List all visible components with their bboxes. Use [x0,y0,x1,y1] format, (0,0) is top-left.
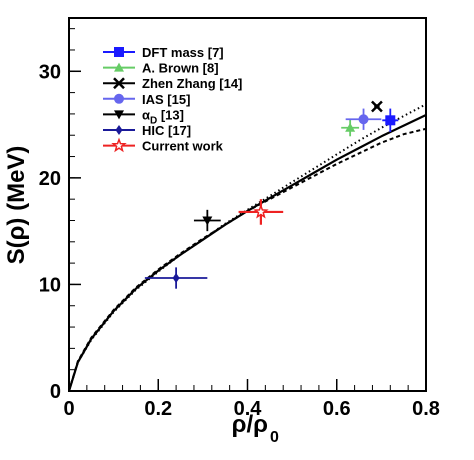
legend-item-1: A. Brown [8] [103,61,219,76]
legend-marker [111,137,127,153]
legend-marker [114,47,124,57]
legend-label: HIC [17] [142,123,191,138]
legend-item-5: HIC [17] [103,123,191,138]
legend-marker [113,77,125,90]
data-point [371,100,383,113]
series-4 [193,209,221,232]
series-1 [341,119,360,137]
x-axis-title-subscript: 0 [270,429,279,446]
legend-label-main: DFT mass [7] [142,45,224,60]
legend-item-2: Zhen Zhang [14] [103,76,242,91]
legend-marker [114,110,124,120]
legend-label-sub: D [150,115,157,126]
legend: DFT mass [7]A. Brown [8]Zhen Zhang [14]I… [103,45,242,154]
legend-label-main: α [142,107,150,122]
y-axis-title: S(ρ) (MeV) [3,146,30,265]
axes-layer: 0 0.2 0.4 0.6 0.8 0 10 20 30 [39,28,440,420]
legend-item-3: IAS [15] [103,92,190,107]
x-tick-label: 0.4 [234,398,263,420]
legend-label: αD [13] [142,107,184,126]
legend-label-main: A. Brown [8] [142,61,219,76]
legend-label-main: HIC [17] [142,123,191,138]
data-point [385,115,396,126]
legend-item-4: αD [13] [103,107,184,126]
points-layer [144,100,399,289]
legend-label: DFT mass [7] [142,45,224,60]
y-tick-label: 0 [50,381,61,403]
legend-item-0: DFT mass [7] [103,45,224,60]
legend-label: Zhen Zhang [14] [142,76,242,91]
legend-marker [114,93,124,104]
y-tick-label: 30 [39,61,61,83]
data-point [253,203,269,219]
legend-label: IAS [15] [142,92,190,107]
data-point [172,273,180,284]
legend-label-main: IAS [15] [142,92,190,107]
legend-item-6: Current work [103,137,224,154]
curves-layer [67,103,427,392]
data-point [345,122,356,132]
legend-label: Current work [142,139,224,154]
series-5 [144,267,208,289]
legend-marker [114,62,124,72]
series-6 [238,199,284,225]
y-tick-label: 20 [39,168,61,190]
legend-label-suffix: [13] [157,107,184,122]
legend-label: A. Brown [8] [142,61,219,76]
legend-label-main: Zhen Zhang [14] [142,76,242,91]
series-2 [371,100,383,113]
x-tick-label: 0.2 [144,398,172,420]
series-0 [382,108,399,133]
series-3 [345,108,382,130]
data-point [202,216,213,226]
x-tick-label: 0.6 [323,398,351,420]
legend-marker [115,125,123,135]
curve-dashed [68,127,427,392]
legend-label-main: Current work [142,139,224,154]
data-point [358,114,369,125]
x-tick-label: 0 [63,398,74,420]
x-axis-title: ρ/ρ [232,411,268,438]
x-tick-label: 0.8 [412,398,440,420]
y-tick-label: 10 [39,274,61,296]
